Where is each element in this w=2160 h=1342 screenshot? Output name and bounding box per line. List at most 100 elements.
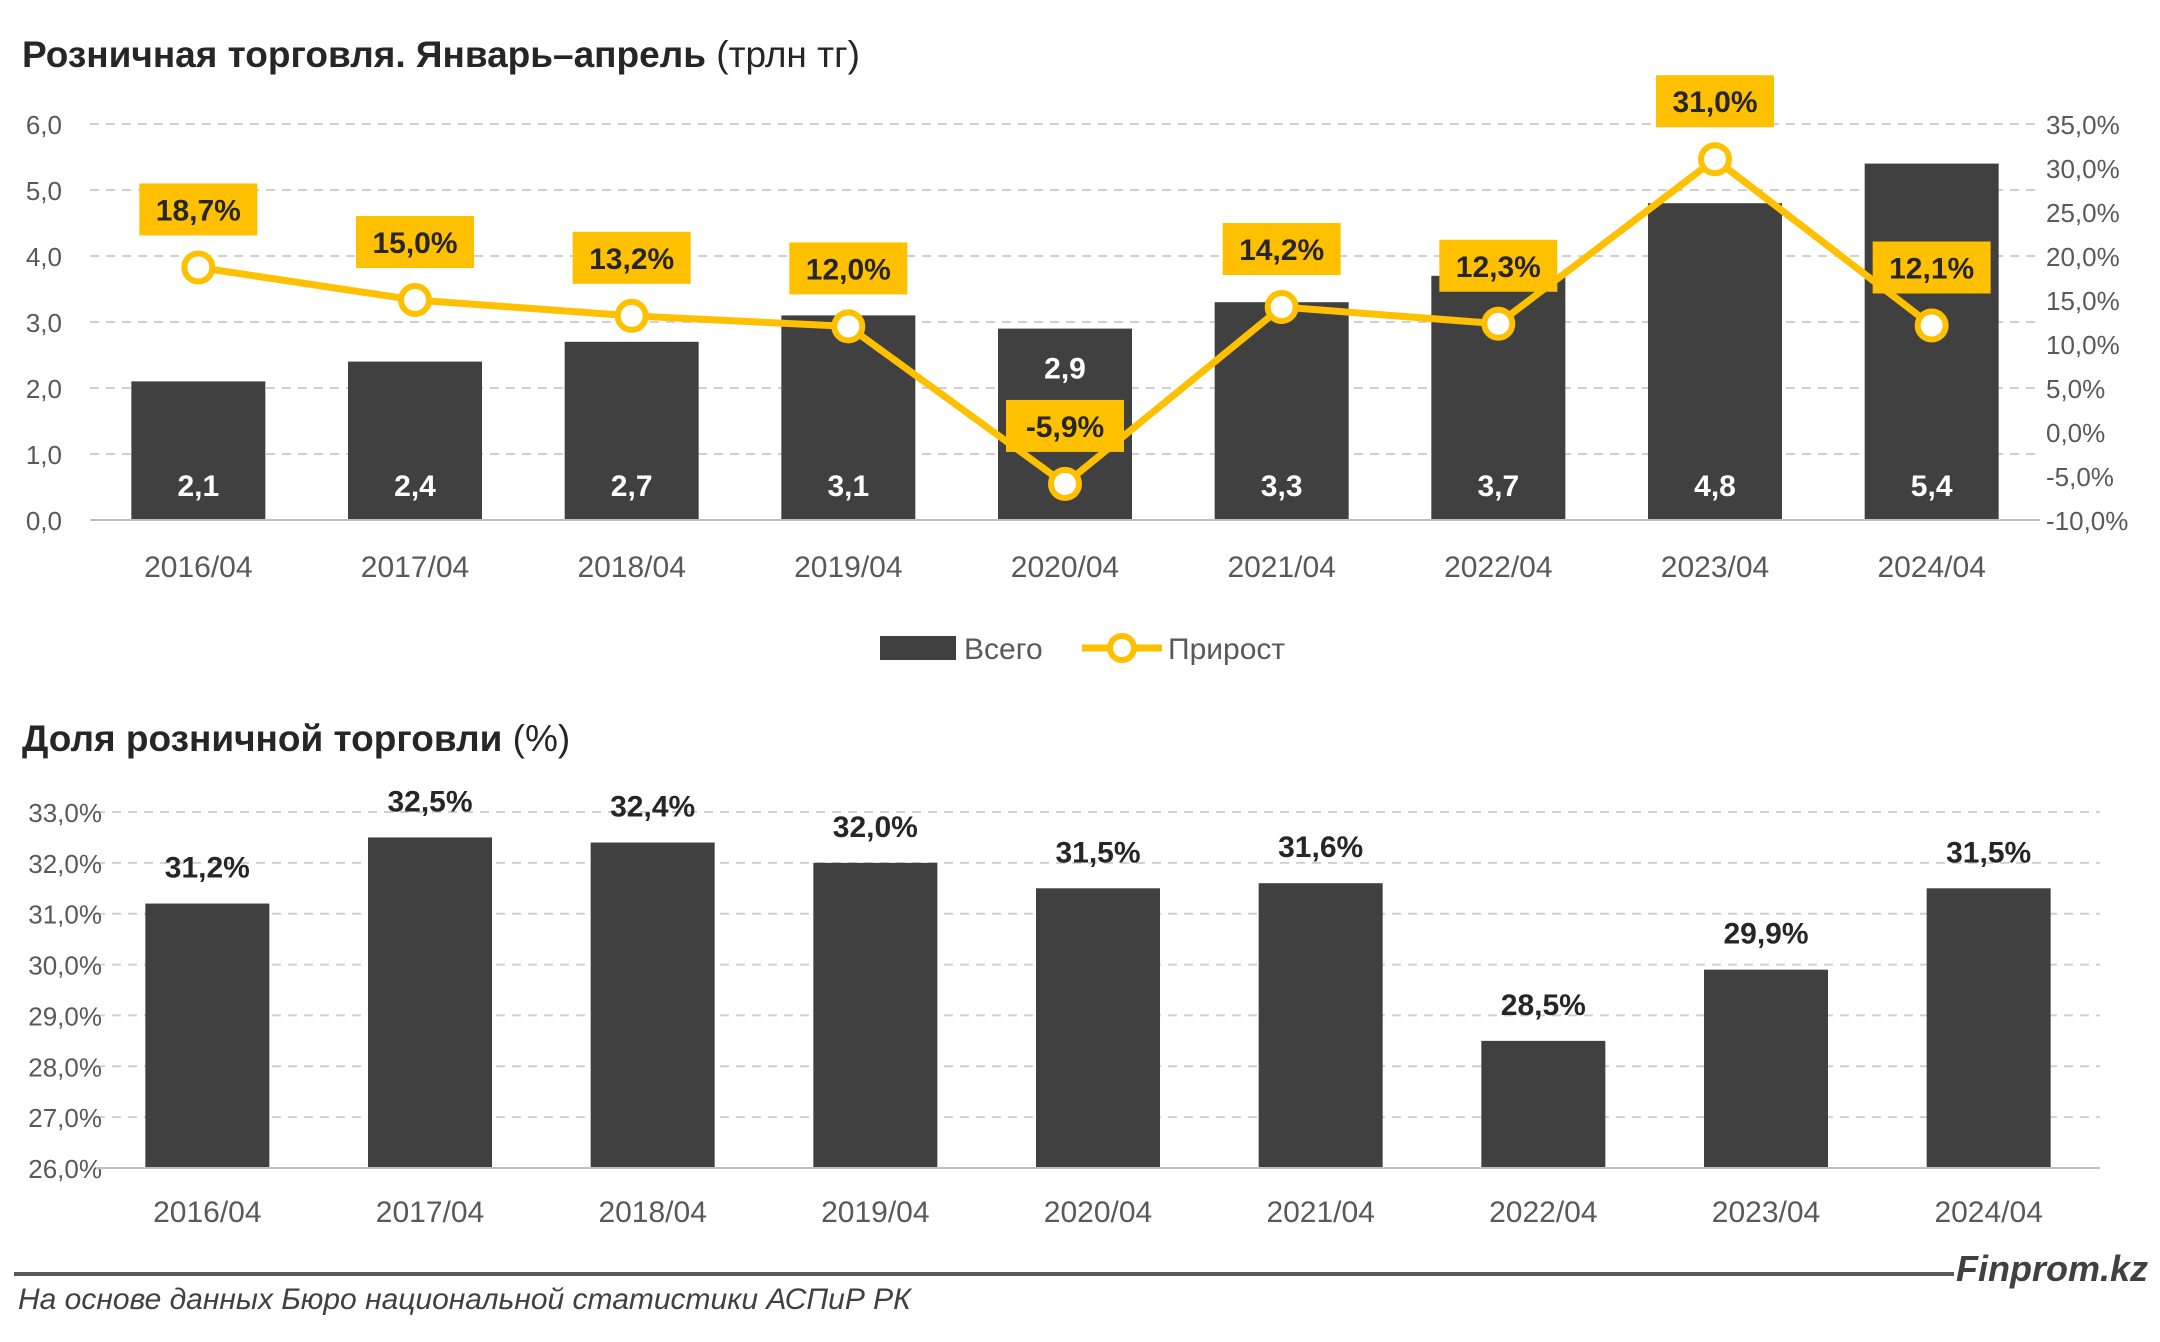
bar-share bbox=[368, 837, 492, 1168]
y-tick-label: 27,0% bbox=[28, 1103, 102, 1133]
bar-value-label: 31,5% bbox=[1055, 836, 1140, 869]
bar-value-label: 32,0% bbox=[833, 811, 918, 844]
growth-label-box bbox=[1439, 239, 1558, 292]
bar-total bbox=[781, 315, 916, 520]
y2-tick-label: 25,0% bbox=[2046, 198, 2120, 228]
growth-value-label: 18,7% bbox=[156, 194, 241, 227]
y-tick-label: 2,0 bbox=[26, 374, 62, 404]
growth-point bbox=[181, 250, 216, 285]
growth-value-label: 31,0% bbox=[1672, 86, 1757, 119]
growth-label-box bbox=[789, 242, 908, 295]
y-tick-label: 30,0% bbox=[28, 951, 102, 981]
brand-logo: Finprom.kz bbox=[1956, 1248, 2149, 1289]
chart2-title: Доля розничной торговли (%) bbox=[22, 718, 570, 760]
growth-point bbox=[1481, 306, 1516, 341]
growth-label-box bbox=[356, 216, 474, 268]
bar-value-label: 5,4 bbox=[1911, 470, 1953, 503]
x-tick-label: 2017/04 bbox=[376, 1196, 484, 1229]
y-tick-label: 5,0 bbox=[26, 176, 62, 206]
legend-label-total: Всего bbox=[964, 633, 1043, 666]
bar-total bbox=[564, 341, 699, 520]
growth-value-label: 13,2% bbox=[589, 243, 674, 276]
bar-value-label: 3,3 bbox=[1261, 470, 1303, 503]
x-tick-label: 2021/04 bbox=[1227, 551, 1335, 584]
x-tick-label: 2020/04 bbox=[1044, 1196, 1152, 1229]
x-tick-label: 2019/04 bbox=[794, 551, 902, 584]
footer-divider bbox=[14, 1272, 1954, 1276]
y2-tick-label: 30,0% bbox=[2046, 154, 2120, 184]
chart2-retail-share: 26,0% 27,0% 28,0% 29,0% 30,0% 31,0% 32,0% 33,0%… bbox=[28, 785, 2100, 1229]
bar-value-label: 2,9 bbox=[1044, 353, 1086, 386]
bar-share bbox=[1704, 969, 1828, 1168]
y2-tick-label: 10,0% bbox=[2046, 330, 2120, 360]
bar-value-label: 32,5% bbox=[387, 785, 472, 818]
bar-value-label: 31,2% bbox=[165, 852, 250, 885]
y-tick-label: 32,0% bbox=[28, 849, 102, 879]
growth-label-box bbox=[1872, 241, 1991, 294]
x-tick-label: 2024/04 bbox=[1877, 551, 1985, 584]
bar-share bbox=[1036, 888, 1160, 1168]
bar-value-label: 31,5% bbox=[1946, 836, 2031, 869]
growth-value-label: 12,3% bbox=[1456, 251, 1541, 284]
y2-tick-label: 5,0% bbox=[2046, 374, 2105, 404]
bar-value-label: 28,5% bbox=[1501, 989, 1586, 1022]
y-tick-label: 1,0 bbox=[26, 440, 62, 470]
bar-total bbox=[131, 381, 266, 520]
y2-tick-label: 35,0% bbox=[2046, 110, 2120, 140]
bar-value-label: 31,6% bbox=[1278, 831, 1363, 864]
bar-value-label: 29,9% bbox=[1723, 918, 1808, 951]
bar-share bbox=[590, 842, 715, 1168]
chart2-title-unit: (%) bbox=[512, 718, 571, 759]
x-tick-label: 2022/04 bbox=[1489, 1196, 1597, 1229]
growth-point bbox=[1698, 142, 1732, 177]
bar-share bbox=[1926, 888, 2051, 1168]
chart1-title-text: Розничная торговля. Январь–апрель bbox=[22, 34, 706, 75]
bar-share bbox=[813, 862, 938, 1168]
growth-label-box bbox=[139, 183, 258, 236]
chart2-title-text: Доля розничной торговли bbox=[22, 718, 503, 759]
x-tick-label: 2019/04 bbox=[821, 1196, 929, 1229]
x-tick-label: 2024/04 bbox=[1934, 1196, 2042, 1229]
x-tick-label: 2023/04 bbox=[1712, 1196, 1820, 1229]
growth-point bbox=[831, 309, 866, 344]
bar-share bbox=[145, 903, 270, 1168]
bar-share bbox=[1258, 883, 1383, 1168]
bar-value-label: 3,1 bbox=[827, 470, 869, 503]
x-tick-label: 2018/04 bbox=[598, 1196, 706, 1229]
y2-tick-label: 20,0% bbox=[2046, 242, 2120, 272]
growth-value-label: 12,1% bbox=[1889, 253, 1974, 286]
y2-tick-label: 15,0% bbox=[2046, 286, 2120, 316]
chart1-retail-trade: 0,0 1,0 2,0 3,0 4,0 5,0 6,0 -10,0% -5,0% 0,0% 5,0%… bbox=[26, 75, 2128, 666]
x-tick-label: 2018/04 bbox=[577, 551, 685, 584]
y-tick-label: 6,0 bbox=[26, 110, 62, 140]
bar-value-label: 32,4% bbox=[610, 791, 695, 824]
chart1-title: Розничная торговля. Январь–апрель (трлн … bbox=[22, 34, 860, 76]
growth-point bbox=[614, 298, 649, 333]
x-tick-label: 2021/04 bbox=[1266, 1196, 1374, 1229]
y2-tick-label: -10,0% bbox=[2046, 506, 2128, 536]
y-tick-label: 3,0 bbox=[26, 308, 62, 338]
y-tick-label: 29,0% bbox=[28, 1001, 102, 1031]
bar-value-label: 2,4 bbox=[394, 470, 436, 503]
bar-value-label: 4,8 bbox=[1694, 470, 1736, 503]
growth-value-label: 12,0% bbox=[806, 253, 891, 286]
bar-total bbox=[1648, 203, 1782, 520]
x-tick-label: 2023/04 bbox=[1661, 551, 1769, 584]
x-tick-label: 2016/04 bbox=[153, 1196, 261, 1229]
legend-label-growth: Прирост bbox=[1168, 633, 1285, 666]
growth-label-box bbox=[1006, 399, 1124, 452]
chart1-title-unit: (трлн тг) bbox=[716, 34, 860, 75]
y-tick-label: 31,0% bbox=[28, 900, 102, 930]
x-tick-label: 2020/04 bbox=[1011, 551, 1119, 584]
y-tick-label: 28,0% bbox=[28, 1052, 102, 1082]
growth-point bbox=[1264, 290, 1299, 325]
bar-value-label: 2,7 bbox=[611, 470, 653, 503]
growth-label-box bbox=[1222, 223, 1341, 276]
growth-value-label: 15,0% bbox=[372, 227, 457, 260]
y-tick-label: 4,0 bbox=[26, 242, 62, 272]
x-tick-label: 2017/04 bbox=[361, 551, 469, 584]
bar-share bbox=[1481, 1040, 1606, 1168]
growth-value-label: -5,9% bbox=[1026, 411, 1104, 444]
legend-swatch-total bbox=[880, 636, 956, 660]
growth-label-box bbox=[1656, 75, 1774, 128]
